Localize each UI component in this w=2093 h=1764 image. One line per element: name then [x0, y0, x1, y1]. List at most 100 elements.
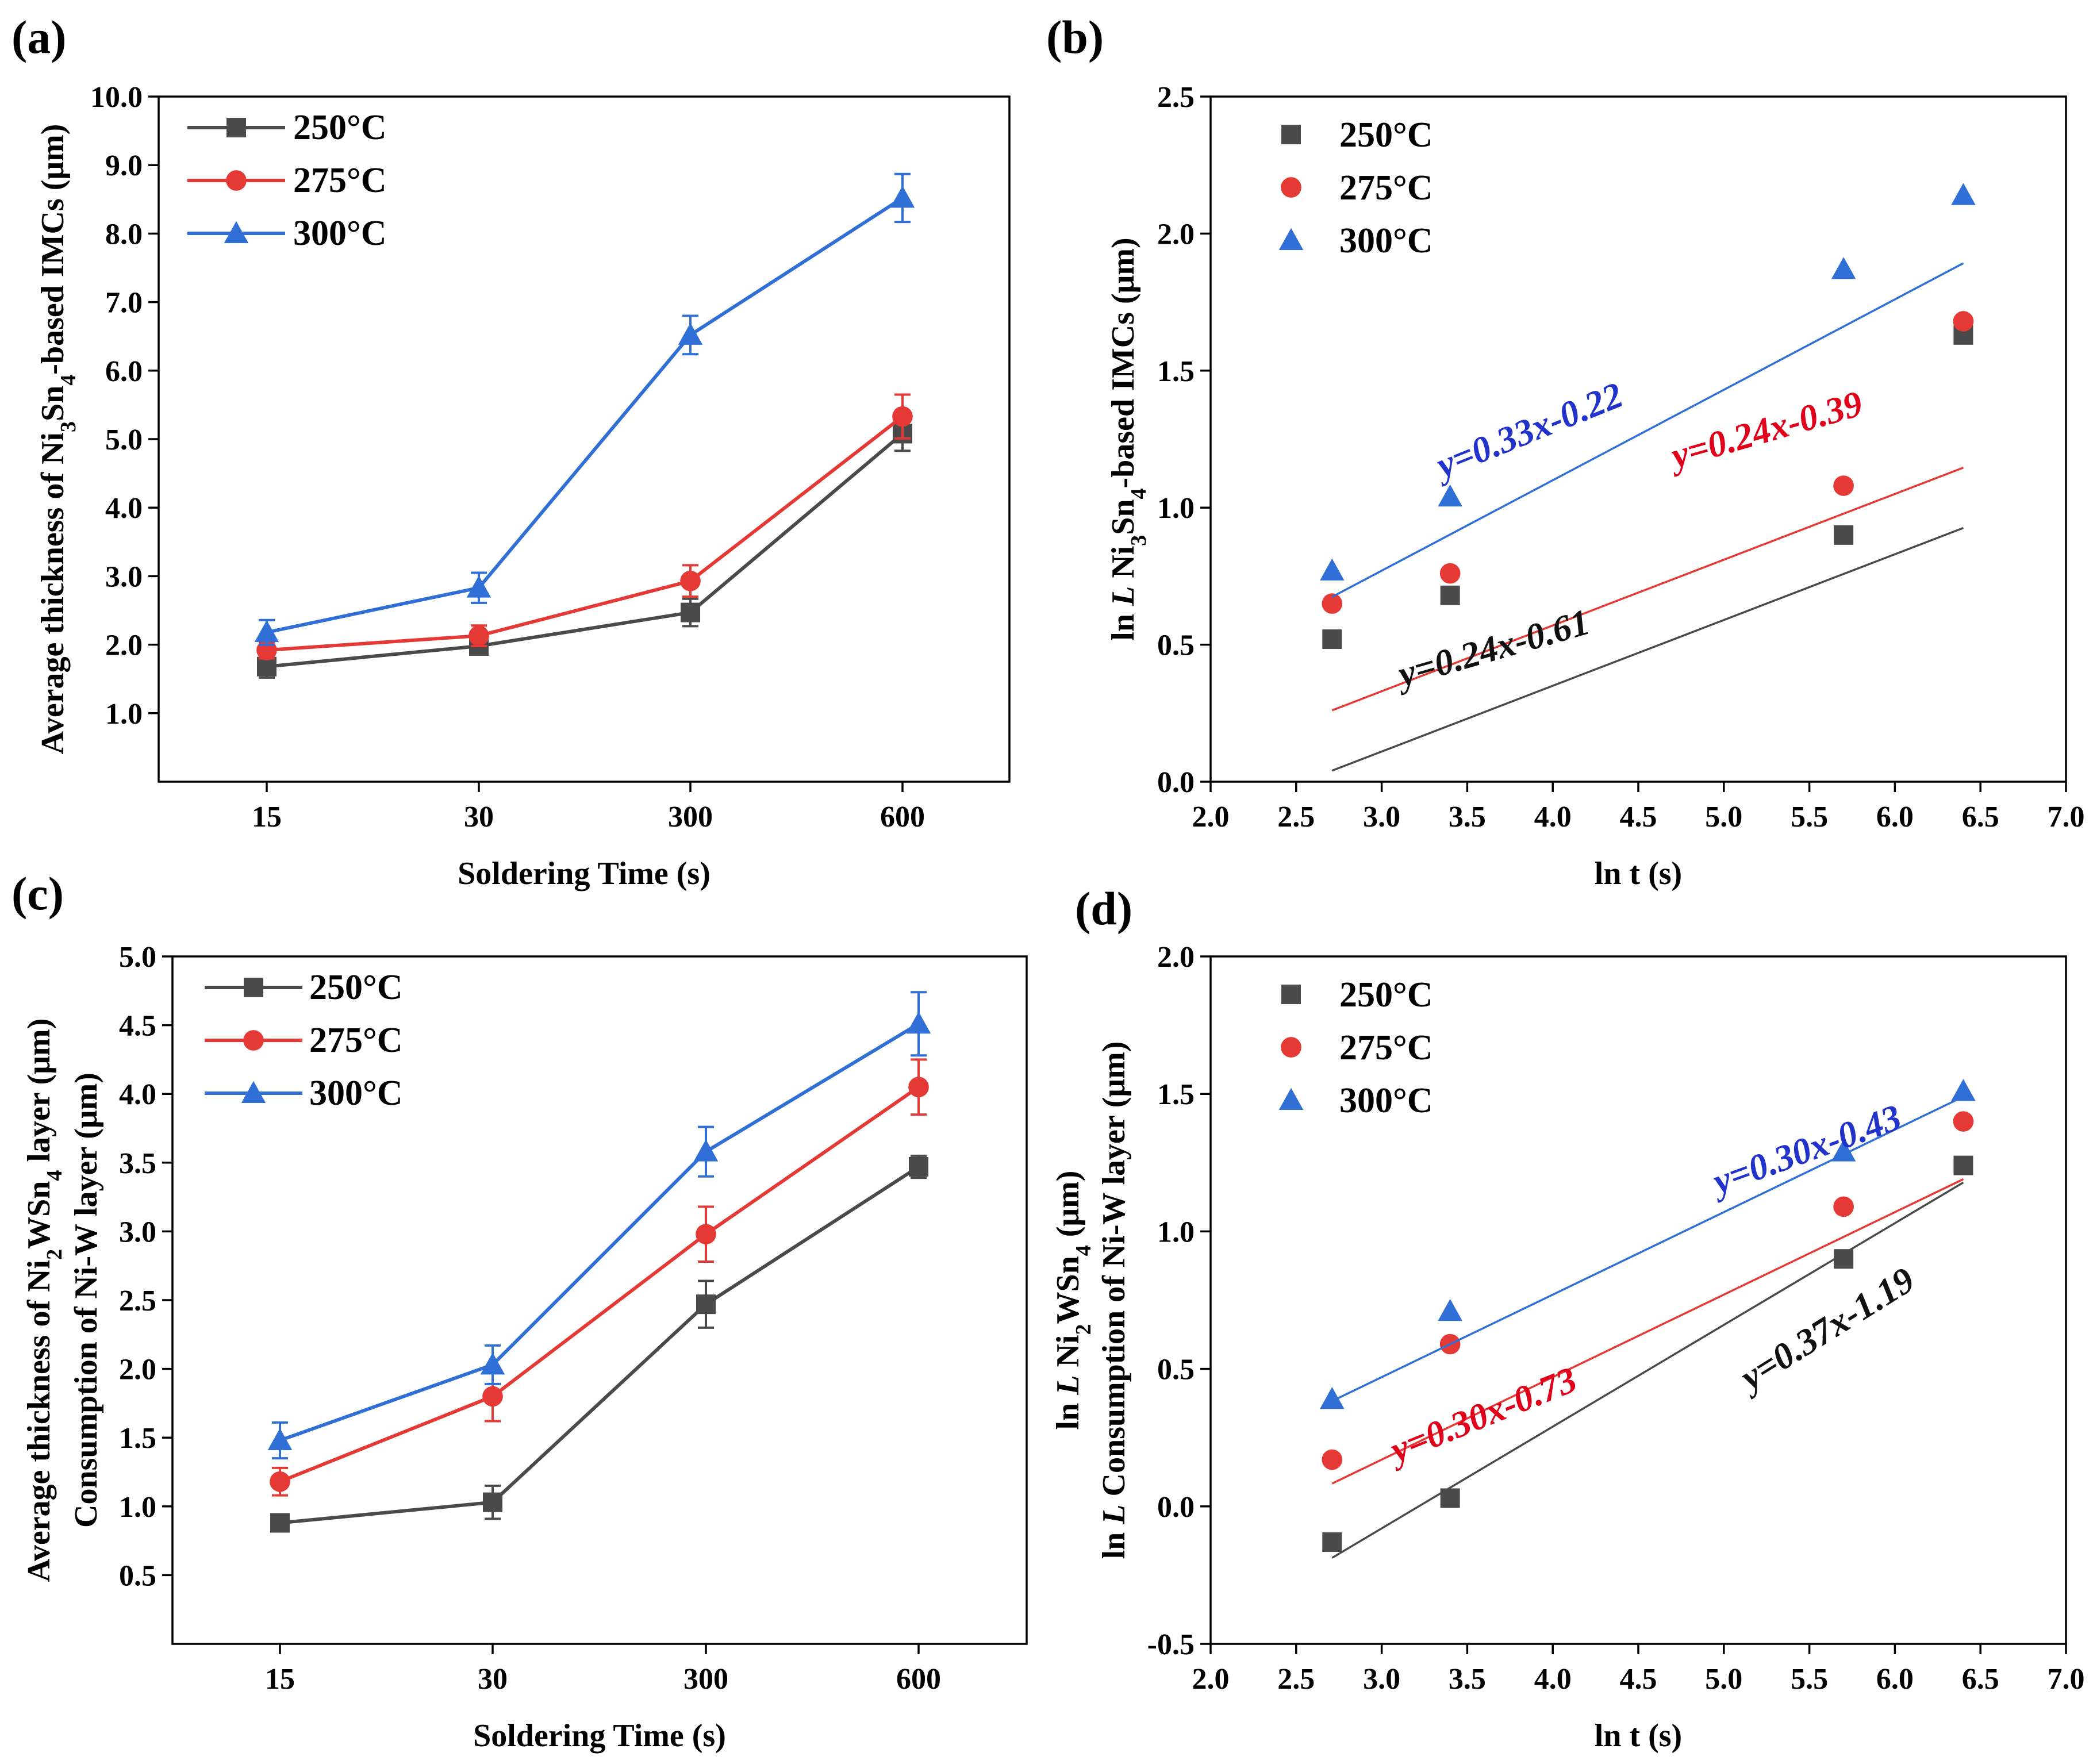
data-point-275	[1953, 311, 1974, 332]
y-tick-label: 1.0	[105, 698, 143, 731]
y-tick-label: 5.0	[119, 941, 156, 974]
series-275	[256, 393, 913, 660]
data-point-275	[1322, 1449, 1343, 1470]
panel-a-legend-line-300	[187, 221, 285, 243]
x-tick-label: 6.5	[1962, 1663, 1999, 1696]
x-tick-label: 15	[252, 801, 282, 833]
y-tick-label: 7.0	[105, 287, 143, 320]
y-tick-label: 2.0	[1157, 218, 1195, 251]
data-point-300	[906, 1011, 931, 1034]
x-tick-label: 7.0	[2048, 801, 2085, 833]
panel-d-legend: 250°C 275°C 300°C	[1278, 975, 1433, 1120]
data-point-300	[1831, 1139, 1856, 1162]
panel-c-y-axis-title: Average thickness of Ni2WSn4 layer (μm)	[21, 1019, 67, 1582]
series-line-250	[266, 432, 904, 668]
panel-c-legend-line-250	[205, 978, 302, 997]
panel-b-y-axis: 0.0 0.5 1.0 1.5 2.0 2.5	[1157, 81, 1211, 799]
y-tick-label: 4.5	[119, 1010, 156, 1043]
y-tick-label: 1.5	[1157, 355, 1195, 388]
data-point-275	[696, 1224, 716, 1245]
fit-line-275	[1331, 1178, 1964, 1485]
data-point-300	[693, 1139, 719, 1162]
panel-c-series	[267, 991, 931, 1533]
panel-d-series	[1320, 1079, 1976, 1559]
x-tick-label: 4.5	[1620, 801, 1657, 833]
panel-b-legend: 250°C 275°C 300°C	[1278, 116, 1433, 260]
panel-a-legend: 250°C 275°C 300°C	[187, 108, 387, 253]
data-point-250	[1322, 629, 1342, 650]
x-tick-label: 7.0	[2048, 1663, 2085, 1696]
panel-b-legend-marker-250	[1281, 125, 1301, 144]
y-tick-label: 5.0	[105, 424, 143, 456]
series-250	[270, 1154, 928, 1533]
panel-d-legend-marker-275	[1281, 1037, 1301, 1058]
y-tick-label: 2.5	[119, 1285, 156, 1317]
panel-c-legend-300: 300°C	[309, 1074, 403, 1113]
x-tick-label: 6.0	[1876, 1663, 1914, 1696]
panel-d-y-axis-title: ln L Ni2WSn4 (μm)	[1050, 1171, 1096, 1430]
data-point-275	[1322, 593, 1343, 614]
data-point-275	[1833, 475, 1854, 496]
y-tick-label: 2.0	[1157, 941, 1195, 974]
legend-marker	[1281, 985, 1301, 1004]
y-tick-label: 3.0	[119, 1216, 156, 1248]
data-point-300	[1951, 1079, 1976, 1101]
y-tick-label: 2.5	[1157, 81, 1195, 114]
data-point-300	[1320, 558, 1345, 581]
x-tick-label: 600	[896, 1663, 941, 1696]
legend-marker	[1281, 1037, 1301, 1058]
panel-c-y-axis: 0.5 1.0 1.5 2.0 2.5 3.0 3.5 4.0 4.5 5.0	[119, 941, 172, 1592]
panel-b-x-axis: 2.0 2.5 3.0 3.5 4.0 4.5 5.0 5.5 6.0 6.5 7.0	[1192, 782, 2085, 833]
legend-marker	[241, 1081, 266, 1103]
legend-marker	[244, 978, 263, 997]
series-line-275	[266, 415, 904, 652]
panel-d-legend-300: 300°C	[1339, 1081, 1433, 1120]
y-tick-label: 0.5	[119, 1559, 156, 1592]
panel-c-label: (c)	[11, 867, 64, 920]
panel-d-y-axis: -0.5 0.0 0.5 1.0 1.5 2.0	[1147, 941, 1211, 1661]
x-tick-label: 15	[265, 1663, 295, 1696]
data-point-275	[1833, 1196, 1854, 1217]
y-tick-label: 4.0	[105, 492, 143, 525]
data-point-300	[254, 620, 279, 643]
x-tick-label: 4.0	[1534, 801, 1572, 833]
panel-a-legend-275: 275°C	[293, 161, 387, 200]
legend-marker	[1278, 228, 1304, 250]
data-point-250	[1322, 1532, 1342, 1552]
panel-a: (a) 1.0 2.0 3.0 4.0 5.0 6.0 7.0 8.0 9.0 10.0 15 30…	[11, 11, 1011, 891]
legend-marker	[1281, 177, 1301, 198]
x-tick-label: 300	[668, 801, 713, 833]
panel-c: (c) 0.5 1.0 1.5 2.0 2.5 3.0 3.5 4.0 4.5 5.0 15 30 3…	[11, 867, 1028, 1754]
panel-b-legend-275: 275°C	[1339, 168, 1433, 207]
panel-b-label: (b)	[1046, 11, 1104, 63]
data-point-250	[1440, 1488, 1460, 1508]
panel-c-x-axis: 15 30 300 600	[265, 1644, 941, 1696]
panel-c-legend-line-300	[205, 1081, 302, 1103]
y-tick-label: 1.5	[119, 1422, 156, 1455]
y-tick-label: 6.0	[105, 355, 143, 388]
data-point-275	[468, 625, 489, 646]
fit-line-250	[1331, 526, 1964, 772]
y-tick-label: 1.0	[119, 1491, 156, 1524]
data-point-250	[270, 1513, 290, 1533]
panel-b-legend-marker-300	[1278, 228, 1304, 250]
y-tick-label: 2.0	[119, 1354, 156, 1386]
panel-b-x-axis-title: ln t (s)	[1595, 856, 1682, 891]
panel-c-legend: 250°C 275°C 300°C	[205, 968, 403, 1113]
series-line-275	[279, 1085, 920, 1484]
legend-marker	[1281, 125, 1301, 144]
data-point-300	[1438, 484, 1462, 507]
panel-a-x-axis: 15 30 300 600	[252, 782, 925, 833]
x-tick-label: 5.0	[1705, 801, 1742, 833]
x-tick-label: 4.5	[1620, 1663, 1657, 1696]
y-tick-label: -0.5	[1147, 1628, 1195, 1661]
series-275	[270, 1058, 929, 1497]
fit-line-300	[1331, 262, 1964, 598]
data-point-275	[908, 1077, 929, 1098]
legend-marker	[226, 118, 246, 137]
x-tick-label: 5.5	[1791, 1663, 1828, 1696]
series-300	[1320, 183, 1976, 598]
y-tick-label: 0.0	[1157, 1491, 1195, 1524]
panel-a-label: (a)	[11, 11, 67, 63]
